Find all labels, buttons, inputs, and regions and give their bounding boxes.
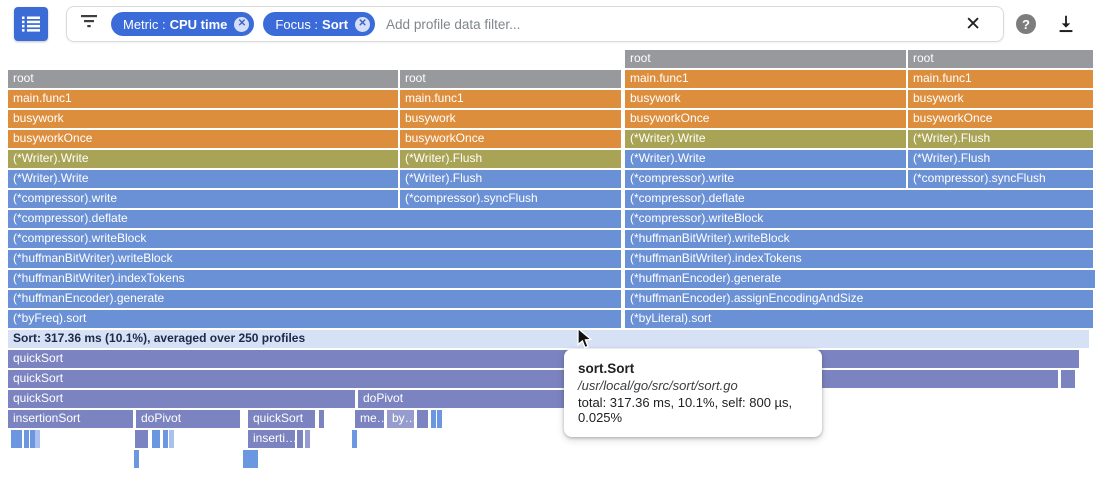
clear-filters-icon[interactable]: ✕ — [965, 13, 981, 35]
flame-frame[interactable] — [135, 430, 148, 448]
flame-frame[interactable] — [253, 450, 258, 468]
flame-frame[interactable]: (*huffmanBitWriter).writeBlock — [8, 250, 621, 268]
flame-frame[interactable] — [35, 430, 40, 448]
flame-frame[interactable]: busyworkOnce — [8, 130, 398, 148]
download-icon[interactable] — [1055, 13, 1077, 35]
flame-frame[interactable]: busywork — [908, 90, 1093, 108]
view-list-icon — [22, 16, 40, 32]
flame-frame[interactable] — [431, 410, 436, 428]
flame-frame[interactable]: (*huffmanEncoder).generate — [625, 270, 1095, 288]
flame-frame[interactable]: insertionSort — [8, 410, 133, 428]
flame-frame[interactable]: root — [8, 70, 398, 88]
flame-frame[interactable] — [30, 430, 35, 448]
flame-frame[interactable] — [352, 430, 357, 448]
flame-frame[interactable] — [134, 450, 139, 468]
flame-frame[interactable]: busyworkOnce — [908, 110, 1093, 128]
flame-frame[interactable]: busywork — [625, 90, 906, 108]
flame-frame[interactable]: root — [908, 50, 1093, 68]
flame-frame[interactable] — [305, 430, 310, 448]
flame-frame[interactable]: (*compressor).deflate — [8, 210, 621, 228]
flame-frame[interactable]: root — [400, 70, 621, 88]
flame-frame[interactable] — [1061, 370, 1075, 388]
flame-frame[interactable]: (*compressor).deflate — [625, 190, 1093, 208]
flame-frame[interactable]: (*huffmanBitWriter).indexTokens — [625, 250, 1093, 268]
flame-frame[interactable]: (*compressor).writeBlock — [625, 210, 1093, 228]
flame-frame[interactable] — [248, 450, 253, 468]
flame-frame[interactable]: (*compressor).syncFlush — [400, 190, 621, 208]
flame-frame[interactable]: quickSort — [248, 410, 315, 428]
flame-frame[interactable] — [319, 410, 324, 428]
tooltip-stats: total: 317.36 ms, 10.1%, self: 800 µs, 0… — [578, 395, 793, 425]
filter-list-icon — [81, 15, 97, 33]
flame-frame[interactable]: busywork — [400, 110, 621, 128]
flame-frame[interactable]: (*Writer).Flush — [400, 150, 621, 168]
flame-frame[interactable]: busyworkOnce — [400, 130, 621, 148]
flame-frame[interactable]: (*byFreq).sort — [8, 310, 621, 328]
chip-value: CPU time — [169, 16, 228, 32]
tooltip-source-path: /usr/local/go/src/sort/sort.go — [578, 378, 738, 393]
flame-frame[interactable]: (*compressor).syncFlush — [908, 170, 1093, 188]
flame-frame[interactable]: (*Writer).Write — [625, 150, 906, 168]
filter-input-placeholder[interactable]: Add profile data filter... — [386, 16, 521, 32]
profile-filter-bar[interactable]: Metric : CPU time ✕ Focus : Sort ✕ Add pro… — [66, 6, 1004, 42]
flame-frame[interactable]: (*Writer).Write — [8, 150, 398, 168]
flame-frame[interactable]: busyworkOnce — [625, 110, 906, 128]
remove-chip-icon[interactable]: ✕ — [234, 16, 250, 32]
chip-label: Focus : — [275, 16, 319, 32]
remove-chip-icon[interactable]: ✕ — [355, 16, 371, 32]
flame-frame[interactable]: main.func1 — [625, 70, 906, 88]
flame-frame[interactable]: (*huffmanBitWriter).indexTokens — [8, 270, 621, 288]
help-icon[interactable]: ? — [1016, 14, 1036, 34]
flame-frame[interactable]: inserti… — [248, 430, 295, 448]
frame-tooltip: sort.Sort /usr/local/go/src/sort/sort.go… — [564, 349, 822, 437]
flame-frame[interactable] — [24, 430, 29, 448]
flame-frame[interactable] — [243, 450, 248, 468]
flame-frame[interactable]: main.func1 — [8, 90, 398, 108]
flame-frame[interactable]: (*Writer).Flush — [908, 150, 1093, 168]
flame-frame[interactable] — [11, 430, 22, 448]
flame-frame[interactable]: quickSort — [8, 370, 1058, 388]
flame-frame[interactable] — [169, 430, 174, 448]
flame-frame[interactable]: me… — [355, 410, 384, 428]
flame-frame[interactable]: quickSort — [8, 350, 1079, 368]
flame-frame[interactable]: main.func1 — [400, 90, 621, 108]
flame-frame[interactable]: by… — [387, 410, 414, 428]
flame-frame[interactable]: (*huffmanBitWriter).writeBlock — [625, 230, 1093, 248]
filter-chip-metric[interactable]: Metric : CPU time ✕ — [111, 12, 255, 36]
filter-chip-focus[interactable]: Focus : Sort ✕ — [263, 12, 376, 36]
view-list-button[interactable] — [14, 7, 48, 41]
flame-frame[interactable]: (*compressor).writeBlock — [8, 230, 621, 248]
flame-frame[interactable]: (*Writer).Write — [8, 170, 398, 188]
flame-frame[interactable] — [163, 430, 168, 448]
selected-frame-sort[interactable]: Sort: 317.36 ms (10.1%), averaged over 2… — [8, 330, 1089, 348]
flame-frame[interactable]: (*huffmanEncoder).generate — [8, 290, 621, 308]
flame-frame[interactable]: (*Writer).Write — [625, 130, 906, 148]
chip-value: Sort — [322, 16, 349, 32]
flame-frame[interactable]: main.func1 — [908, 70, 1093, 88]
flame-frame[interactable]: quickSort — [8, 390, 355, 408]
flame-frame[interactable]: busywork — [8, 110, 398, 128]
flame-frame[interactable] — [297, 430, 303, 448]
flame-frame[interactable]: (*Writer).Flush — [908, 130, 1093, 148]
flame-frame[interactable]: (*byLiteral).sort — [625, 310, 1093, 328]
flame-frame[interactable] — [152, 430, 160, 448]
flame-frame[interactable]: root — [625, 50, 906, 68]
flame-frame[interactable]: (*compressor).write — [625, 170, 906, 188]
flame-frame[interactable]: (*Writer).Flush — [400, 170, 621, 188]
flame-frame[interactable]: doPivot — [136, 410, 240, 428]
chip-label: Metric : — [123, 16, 166, 32]
flame-frame[interactable] — [437, 410, 442, 428]
flame-frame[interactable]: (*compressor).write — [8, 190, 398, 208]
tooltip-function-name: sort.Sort — [578, 361, 635, 376]
flame-frame[interactable]: (*huffmanEncoder).assignEncodingAndSize — [625, 290, 1093, 308]
flame-frame[interactable] — [417, 410, 428, 428]
